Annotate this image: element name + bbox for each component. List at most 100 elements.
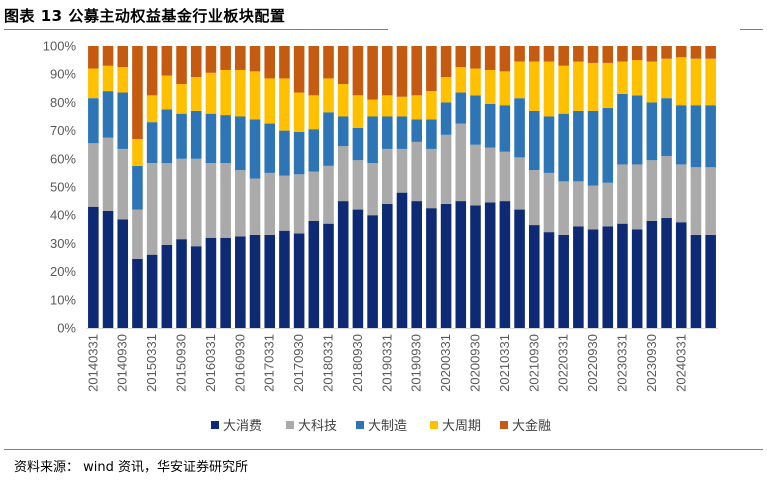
bar-segment-4	[308, 95, 320, 130]
bar-segment-5	[675, 46, 687, 58]
bar-segment-2	[470, 144, 481, 206]
y-tick-label: 90%	[50, 67, 76, 82]
bar-segment-5	[573, 46, 584, 62]
bar-segment-5	[293, 46, 305, 93]
y-tick-label: 100%	[43, 39, 77, 54]
bar-segment-4	[470, 68, 481, 96]
bar-segment-1	[484, 202, 496, 328]
bar-segment-1	[264, 234, 276, 328]
bar-segment-3	[367, 116, 378, 164]
bar-segment-5	[323, 46, 334, 79]
bar-segment-4	[484, 69, 496, 104]
bar-segment-3	[161, 109, 173, 164]
bar-segment-5	[88, 46, 99, 69]
bar-segment-5	[426, 46, 437, 92]
bar-segment-5	[382, 46, 393, 96]
x-tick-label: 20150930	[174, 334, 189, 392]
bar-segment-3	[514, 98, 525, 158]
legend-label: 大金融	[512, 418, 551, 434]
bar-segment-1	[705, 234, 716, 328]
bar-segment-2	[102, 137, 114, 211]
bar-segment-3	[132, 165, 143, 210]
bar-segment-4	[690, 58, 702, 106]
bar-segment-4	[661, 58, 672, 99]
bar-segment-2	[205, 163, 217, 238]
bar-segment-1	[176, 239, 187, 328]
x-tick-label: 20230930	[644, 334, 659, 392]
bar-segment-1	[396, 192, 408, 328]
bar-segment-2	[382, 148, 393, 204]
top-rule-right	[740, 29, 763, 30]
bar-segment-3	[190, 110, 202, 159]
x-axis: 20140331 20140930 20150331 20150930 20160331…	[85, 328, 718, 392]
bar-segment-5	[205, 46, 217, 73]
bar-segment-4	[205, 72, 217, 114]
x-tick-label: 20210331	[497, 334, 512, 392]
bar-segment-2	[426, 148, 437, 209]
bar-segment-3	[587, 110, 599, 186]
bar-segment-3	[396, 116, 408, 149]
bar-segment-2	[543, 172, 555, 233]
bar-segment-4	[323, 78, 334, 113]
bar-segment-2	[132, 209, 143, 259]
bar-segment-4	[646, 61, 658, 103]
bar-segment-5	[661, 46, 672, 59]
bar-segment-5	[161, 46, 173, 76]
bar-segment-5	[602, 46, 614, 63]
bar-segment-4	[293, 92, 305, 133]
bar-segment-3	[631, 95, 643, 165]
y-tick-label: 50%	[50, 180, 76, 195]
legend-label: 大科技	[298, 419, 337, 434]
y-tick-label: 20%	[50, 264, 76, 279]
legend-swatch	[211, 421, 219, 429]
x-tick-label: 20200331	[438, 334, 453, 392]
bar-segment-3	[279, 130, 290, 176]
bar-segment-1	[675, 222, 687, 328]
bar-segment-1	[631, 229, 643, 328]
bar-segment-5	[617, 46, 628, 62]
y-tick-label: 10%	[50, 292, 76, 307]
bar-segment-3	[528, 110, 540, 171]
bar-segment-3	[88, 98, 99, 144]
bar-segment-1	[514, 209, 525, 328]
y-tick-label: 60%	[50, 151, 76, 166]
bar-segment-5	[176, 46, 187, 85]
bar-segment-4	[249, 71, 261, 120]
bar-segment-2	[573, 181, 584, 227]
bar-segment-3	[337, 116, 349, 147]
bar-segment-4	[146, 95, 158, 123]
bar-segment-1	[367, 215, 378, 328]
bar-segment-4	[543, 61, 555, 117]
bar-segment-5	[220, 46, 231, 70]
bar-segment-5	[484, 46, 496, 70]
legend-swatch	[500, 421, 508, 429]
x-tick-label: 20220331	[556, 334, 571, 392]
bar-segment-4	[161, 75, 173, 110]
bar-segment-4	[558, 65, 569, 114]
bar-segment-5	[631, 46, 643, 61]
bar-segment-4	[337, 84, 349, 117]
bar-segment-1	[646, 220, 658, 328]
bar-segment-2	[367, 163, 378, 216]
bar-segment-3	[220, 115, 231, 164]
top-rule-left	[4, 29, 388, 30]
bar-segment-1	[426, 208, 437, 328]
bar-segment-4	[411, 95, 422, 120]
bar-segment-1	[308, 220, 320, 328]
x-tick-label: 20240331	[673, 334, 688, 392]
bar-segment-1	[161, 244, 173, 328]
bar-segment-1	[411, 201, 422, 328]
bar-segment-4	[573, 61, 584, 111]
bar-segment-4	[440, 77, 452, 103]
bar-segment-2	[264, 172, 276, 235]
bar-segment-3	[573, 110, 584, 182]
bar-segment-2	[558, 181, 569, 235]
bar-segment-2	[675, 164, 687, 223]
bar-segment-4	[264, 78, 276, 124]
bar-segment-3	[146, 122, 158, 164]
bar-segment-3	[690, 105, 702, 168]
bar-segment-1	[382, 203, 393, 328]
bar-segment-4	[220, 69, 231, 116]
legend-swatch	[356, 421, 364, 429]
